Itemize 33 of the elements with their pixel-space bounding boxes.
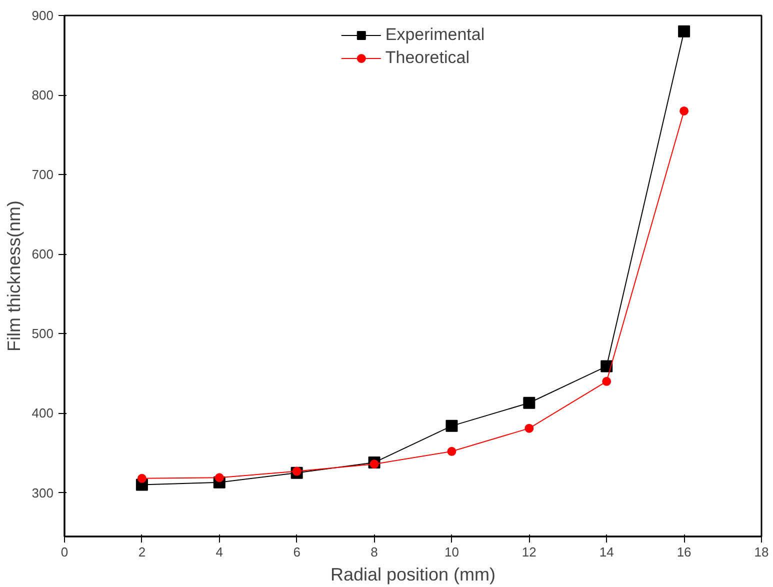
y-tick-label: 600 xyxy=(32,246,54,262)
x-tick-label: 0 xyxy=(60,544,68,560)
y-tick-label: 500 xyxy=(32,326,54,342)
point xyxy=(600,360,613,372)
point xyxy=(137,474,146,483)
x-tick-label: 6 xyxy=(293,544,300,560)
point xyxy=(680,106,689,116)
x-tick-label: 16 xyxy=(676,544,692,560)
point xyxy=(524,424,534,433)
y-tick-label: 800 xyxy=(32,88,54,103)
point xyxy=(447,446,456,456)
y-axis-title: Film thickness(nm) xyxy=(4,200,24,352)
x-tick-label: 4 xyxy=(216,544,224,560)
x-tick-label: 18 xyxy=(754,544,769,560)
x-tick-label: 12 xyxy=(522,544,536,560)
x-tick-label: 14 xyxy=(599,544,614,560)
x-axis-title: Radial position (mm) xyxy=(330,564,496,584)
x-tick-label: 2 xyxy=(138,544,146,560)
y-tick-label: 400 xyxy=(32,406,54,421)
x-tick-label: 8 xyxy=(370,544,378,560)
point xyxy=(602,376,612,386)
point xyxy=(446,420,458,432)
point xyxy=(370,460,379,469)
y-tick-label: 900 xyxy=(32,8,54,23)
point xyxy=(214,473,224,482)
point xyxy=(678,25,690,38)
x-tick-label: 10 xyxy=(444,544,459,560)
point xyxy=(523,396,536,409)
y-tick-label: 300 xyxy=(32,485,54,500)
legend-label: Theoretical xyxy=(385,48,470,68)
y-tick-label: 700 xyxy=(32,167,54,182)
point xyxy=(292,466,302,476)
legend-label: Experimental xyxy=(385,25,485,45)
